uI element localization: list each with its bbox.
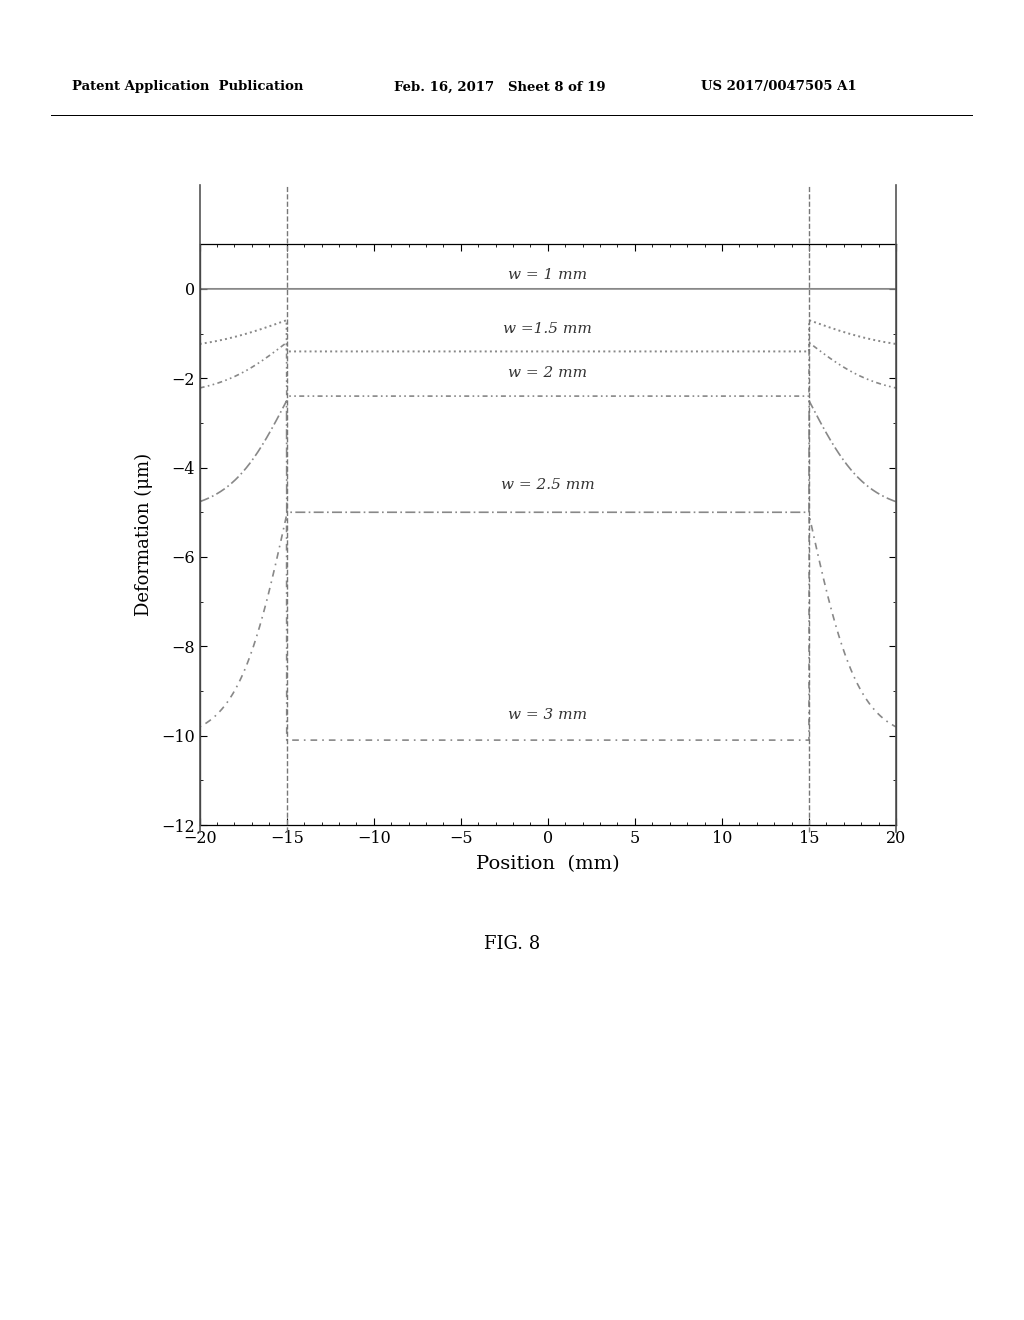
Text: US 2017/0047505 A1: US 2017/0047505 A1 — [701, 81, 857, 94]
Text: w = 3 mm: w = 3 mm — [508, 709, 588, 722]
Text: FIG. 8: FIG. 8 — [484, 935, 540, 953]
Text: Patent Application  Publication: Patent Application Publication — [72, 81, 303, 94]
Text: Feb. 16, 2017   Sheet 8 of 19: Feb. 16, 2017 Sheet 8 of 19 — [394, 81, 606, 94]
X-axis label: Position  (mm): Position (mm) — [476, 855, 620, 874]
Y-axis label: Deformation (μm): Deformation (μm) — [134, 453, 153, 616]
Text: w = 2 mm: w = 2 mm — [508, 367, 588, 380]
Text: w = 1 mm: w = 1 mm — [508, 268, 588, 282]
Text: w =1.5 mm: w =1.5 mm — [504, 322, 592, 335]
Text: w = 2.5 mm: w = 2.5 mm — [501, 478, 595, 492]
